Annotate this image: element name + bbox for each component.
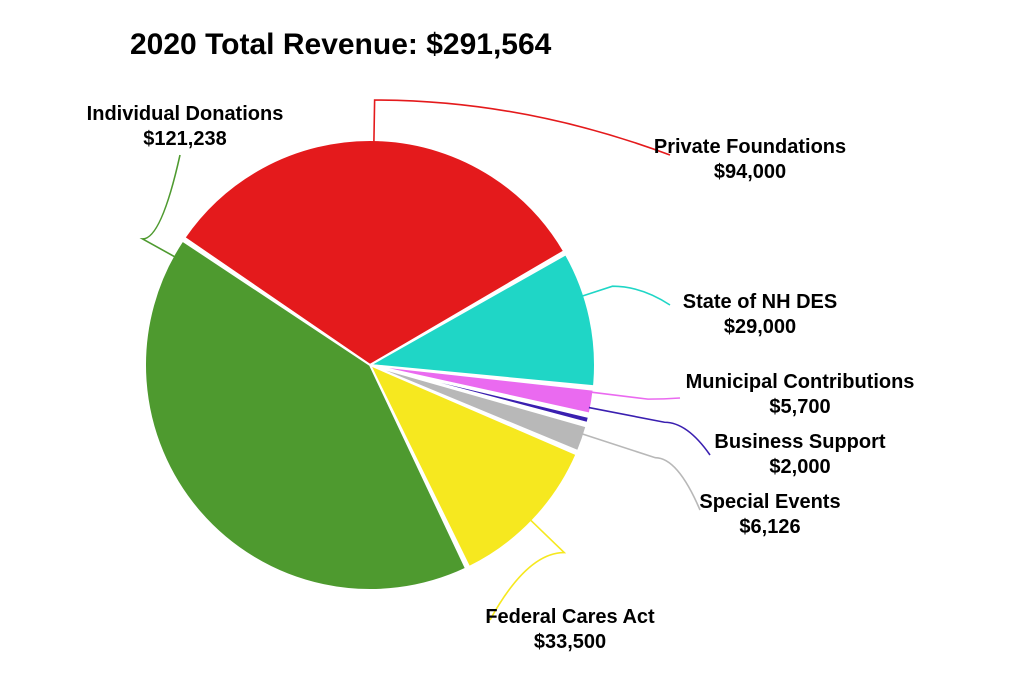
- pie-slice-amount: $6,126: [699, 515, 840, 540]
- pie-slice-amount: $5,700: [686, 395, 915, 420]
- pie-slice-amount: $33,500: [485, 630, 654, 655]
- pie-leader-line: [143, 155, 180, 257]
- pie-leader-line: [582, 434, 700, 510]
- pie-slice-label-text: Private Foundations: [654, 136, 846, 158]
- pie-slice-label: Special Events$6,126: [699, 490, 840, 540]
- pie-leader-line: [582, 286, 670, 305]
- pie-slice-label: Business Support$2,000: [714, 430, 885, 480]
- pie-slice-label: State of NH DES$29,000: [683, 290, 837, 340]
- pie-slice-amount: $94,000: [654, 160, 846, 185]
- pie-slice-label: Federal Cares Act$33,500: [485, 605, 654, 655]
- pie-slice-label: Private Foundations$94,000: [654, 135, 846, 185]
- pie-slice-label: Municipal Contributions$5,700: [686, 370, 915, 420]
- pie-slice-label-text: Municipal Contributions: [686, 371, 915, 393]
- pie-slice-label-text: Individual Donations: [87, 103, 284, 125]
- pie-slice-label-text: Special Events: [699, 491, 840, 513]
- pie-slice-label-text: State of NH DES: [683, 291, 837, 313]
- pie-slice-label: Individual Donations$121,238: [87, 102, 284, 152]
- pie-slice-label-text: Business Support: [714, 431, 885, 453]
- pie-slice-amount: $2,000: [714, 455, 885, 480]
- pie-leader-line: [591, 392, 680, 399]
- pie-slice-label-text: Federal Cares Act: [485, 606, 654, 628]
- pie-slice-amount: $121,238: [87, 127, 284, 152]
- pie-slice-amount: $29,000: [683, 315, 837, 340]
